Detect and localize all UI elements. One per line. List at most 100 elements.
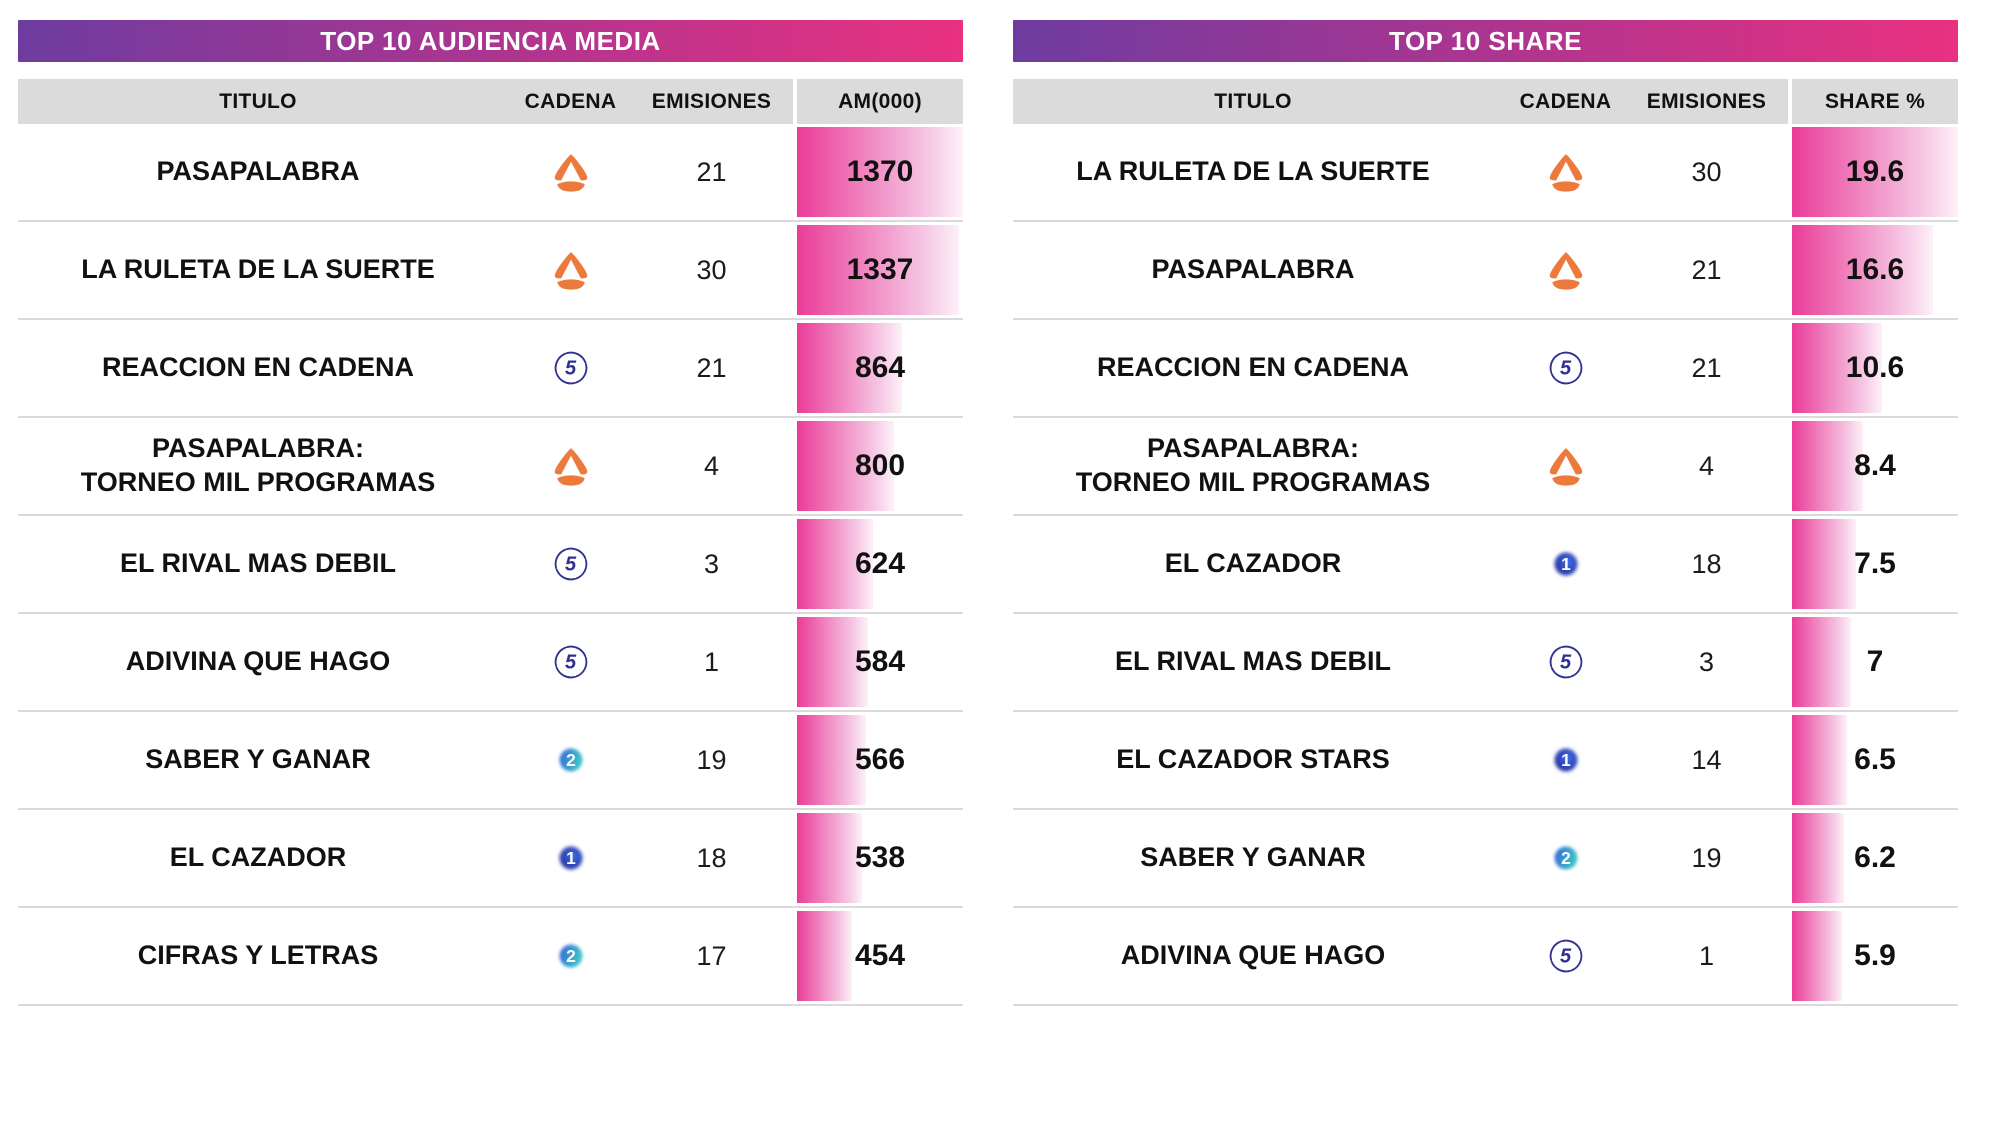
svg-text:5: 5 — [565, 651, 577, 673]
value-cell: 864 — [797, 320, 963, 416]
value-cell: 7 — [1792, 614, 1958, 710]
column-header-row: TITULO CADENA EMISIONES SHARE % — [1013, 79, 1958, 124]
value-bar — [1792, 421, 1864, 511]
value-label: 7.5 — [1854, 547, 1896, 580]
value-label: 10.6 — [1845, 351, 1905, 384]
table-row: LA RULETA DE LA SUERTE 30 1337 — [18, 222, 963, 320]
value-label: 864 — [854, 351, 906, 384]
telecinco-logo-icon: 5 — [1549, 351, 1582, 385]
table-banner: TOP 10 SHARE — [1013, 20, 1958, 62]
table-row: SABER Y GANAR 2 19 566 — [18, 712, 963, 810]
la2-logo-icon: 2 — [559, 748, 582, 772]
value-bar — [1792, 225, 1933, 315]
program-title: EL RIVAL MAS DEBIL — [1114, 646, 1392, 677]
value-bar — [797, 519, 873, 609]
emissions-count: 1 — [1698, 940, 1715, 971]
program-title: REACCION EN CADENA — [1096, 352, 1410, 383]
channel-cell — [1493, 124, 1638, 220]
value-label: 16.6 — [1845, 253, 1905, 286]
table-row: PASAPALABRA 21 1370 — [18, 124, 963, 222]
value-bar — [1792, 519, 1856, 609]
program-title: PASAPALABRA — [1151, 254, 1355, 285]
value-bar — [1792, 715, 1848, 805]
antena3-logo-icon — [1549, 154, 1582, 192]
svg-text:1: 1 — [1561, 554, 1571, 574]
value-bar — [797, 323, 902, 413]
antena3-logo-icon — [554, 154, 587, 192]
value-label: 538 — [854, 841, 906, 874]
telecinco-logo-icon: 5 — [1549, 645, 1582, 679]
value-label: 19.6 — [1845, 155, 1905, 188]
channel-cell: 1 — [1493, 712, 1638, 808]
svg-text:5: 5 — [1560, 945, 1572, 967]
emissions-count: 14 — [1691, 744, 1722, 775]
value-bar — [797, 911, 852, 1001]
table-row: EL CAZADOR 1 18 538 — [18, 810, 963, 908]
svg-text:1: 1 — [1561, 750, 1571, 770]
program-title: EL CAZADOR — [169, 842, 347, 873]
col-header-titulo: TITULO — [1214, 89, 1292, 113]
la2-logo-icon: 2 — [559, 944, 582, 968]
emissions-count: 17 — [696, 940, 727, 971]
channel-cell: 5 — [498, 614, 643, 710]
value-cell: 19.6 — [1792, 124, 1958, 220]
svg-text:2: 2 — [1561, 848, 1571, 868]
value-bar — [1792, 911, 1842, 1001]
table-row: PASAPALABRA: TORNEO MIL PROGRAMAS 4 800 — [18, 418, 963, 516]
col-header-cadena: CADENA — [524, 89, 617, 113]
channel-cell: 5 — [498, 516, 643, 612]
program-title: LA RULETA DE LA SUERTE — [81, 254, 435, 285]
col-header-titulo: TITULO — [219, 89, 297, 113]
value-cell: 8.4 — [1792, 418, 1958, 514]
table-row: EL RIVAL MAS DEBIL 5 3 7 — [1013, 614, 1958, 712]
table-row: REACCION EN CADENA 5 21 10.6 — [1013, 320, 1958, 418]
value-cell: 800 — [797, 418, 963, 514]
emissions-count: 4 — [1698, 450, 1715, 481]
channel-cell: 2 — [498, 908, 643, 1004]
program-title: LA RULETA DE LA SUERTE — [1076, 156, 1430, 187]
table-row: PASAPALABRA 21 16.6 — [1013, 222, 1958, 320]
value-label: 5.9 — [1854, 939, 1896, 972]
value-bar — [797, 617, 868, 707]
value-cell: 6.5 — [1792, 712, 1958, 808]
svg-text:2: 2 — [566, 750, 576, 770]
value-label: 6.5 — [1854, 743, 1896, 776]
column-header-background — [18, 79, 793, 124]
value-label: 7 — [1866, 645, 1884, 678]
emissions-count: 19 — [696, 744, 727, 775]
emissions-count: 30 — [696, 254, 727, 285]
table-row: SABER Y GANAR 2 19 6.2 — [1013, 810, 1958, 908]
value-cell: 566 — [797, 712, 963, 808]
svg-text:5: 5 — [565, 553, 577, 575]
top10-share-table: TOP 10 SHARE TITULO CADENA EMISIONES SHA… — [1013, 20, 1958, 1006]
antena3-logo-icon — [1549, 448, 1582, 486]
value-label: 800 — [854, 449, 906, 482]
table-row: ADIVINA QUE HAGO 5 1 584 — [18, 614, 963, 712]
antena3-logo-icon — [554, 252, 587, 290]
svg-text:2: 2 — [566, 946, 576, 966]
table-row: EL CAZADOR 1 18 7.5 — [1013, 516, 1958, 614]
value-bar — [797, 225, 960, 315]
channel-cell: 5 — [1493, 908, 1638, 1004]
antena3-logo-icon — [554, 448, 587, 486]
value-bar — [797, 715, 866, 805]
value-bar — [1792, 813, 1845, 903]
value-cell: 1337 — [797, 222, 963, 318]
value-cell: 5.9 — [1792, 908, 1958, 1004]
col-header-emisiones: EMISIONES — [1646, 89, 1767, 113]
channel-cell: 1 — [498, 810, 643, 906]
value-bar — [797, 127, 963, 217]
value-cell: 538 — [797, 810, 963, 906]
value-bar — [797, 421, 894, 511]
value-label: 8.4 — [1854, 449, 1896, 482]
value-bar — [1792, 323, 1882, 413]
table-row: EL CAZADOR STARS 1 14 6.5 — [1013, 712, 1958, 810]
table-title: TOP 10 AUDIENCIA MEDIA — [320, 26, 661, 56]
program-title: EL RIVAL MAS DEBIL — [119, 548, 397, 579]
channel-cell: 5 — [1493, 320, 1638, 416]
col-header-emisiones: EMISIONES — [651, 89, 772, 113]
channel-cell: 5 — [498, 320, 643, 416]
emissions-count: 3 — [1698, 646, 1715, 677]
channel-cell — [498, 124, 643, 220]
value-cell: 454 — [797, 908, 963, 1004]
